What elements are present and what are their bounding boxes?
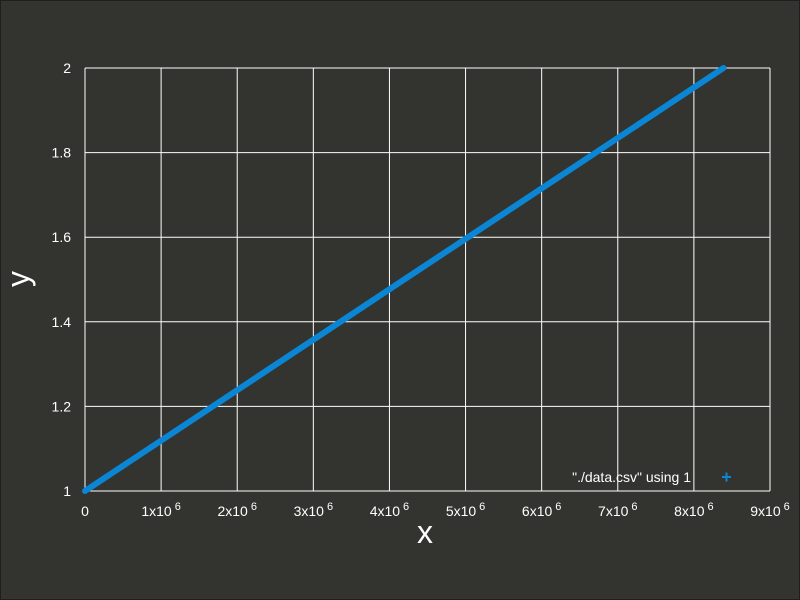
x-tick-label-3: 3x10 6 (294, 501, 333, 519)
y-axis-ticks: 1 1.2 1.4 1.6 1.8 2 (52, 60, 72, 499)
y-tick-label-0: 1 (63, 483, 71, 499)
legend-marker-plus-icon (722, 472, 731, 482)
x-tick-label-2: 2x10 6 (217, 501, 256, 519)
x-tick-label-0: 0 (81, 503, 89, 519)
y-tick-label-1: 1.2 (52, 398, 72, 414)
y-tick-label-4: 1.8 (52, 145, 72, 161)
grid (84, 67, 771, 492)
y-tick-label-5: 2 (63, 60, 71, 76)
x-tick-label-6: 6x10 6 (522, 501, 561, 519)
legend-label: "./data.csv" using 1 (572, 469, 691, 485)
y-tick-label-2: 1.4 (52, 314, 72, 330)
x-axis-ticks: 0 1x10 6 2x10 6 3x10 6 4x10 6 5x10 6 6x10 6 7x10 6 8x10… (81, 501, 790, 519)
x-tick-label-9: 9x10 6 (750, 501, 789, 519)
y-axis-title: y (1, 271, 36, 287)
x-tick-label-7: 7x10 6 (598, 501, 637, 519)
x-tick-label-4: 4x10 6 (370, 501, 409, 519)
series-layer (82, 65, 727, 494)
y-tick-label-3: 1.6 (52, 229, 72, 245)
x-tick-label-1: 1x10 6 (141, 501, 180, 519)
x-tick-label-8: 8x10 6 (674, 501, 713, 519)
x-tick-label-5: 5x10 6 (446, 501, 485, 519)
x-axis-title: x (417, 514, 433, 550)
legend: "./data.csv" using 1 (572, 469, 731, 485)
series-line-0 (82, 65, 727, 494)
